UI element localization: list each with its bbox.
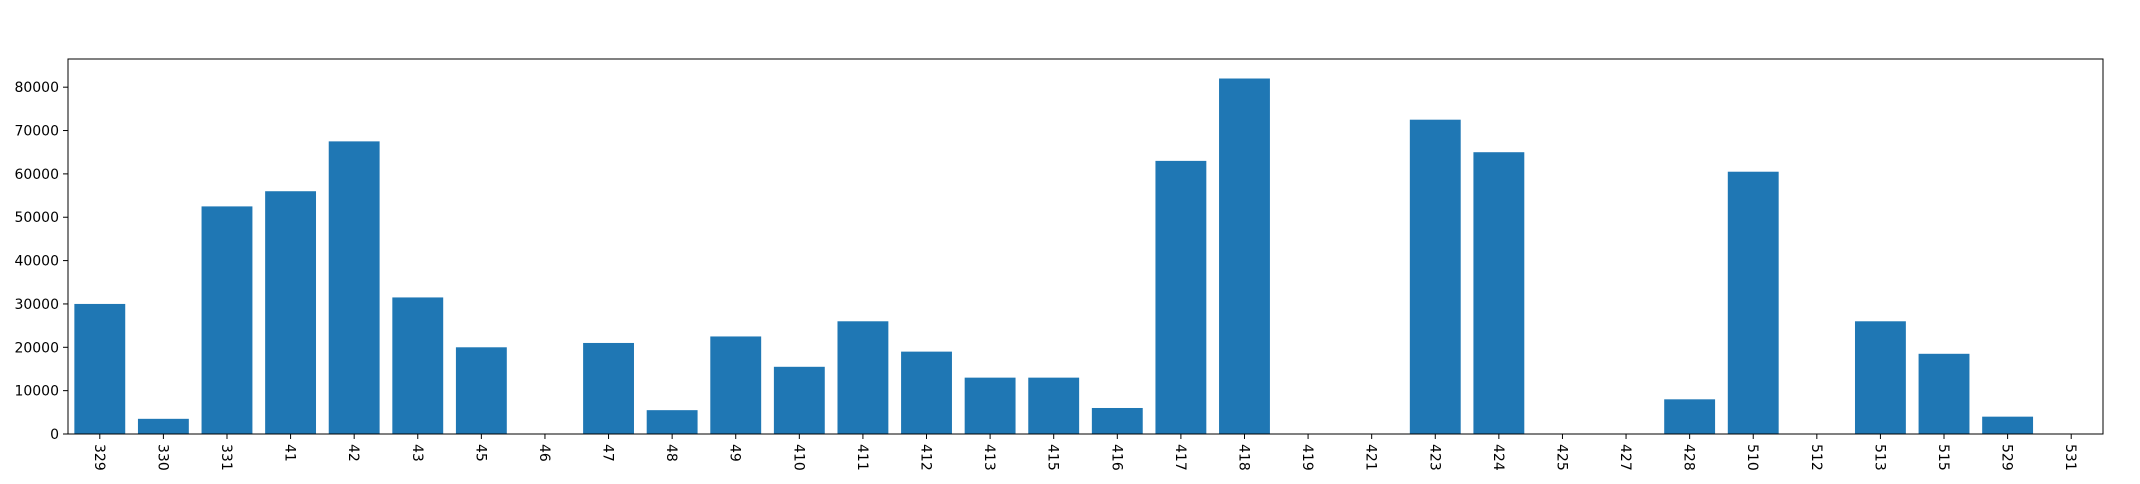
x-tick-label-415: 415	[1045, 444, 1061, 471]
bar-331	[201, 206, 253, 434]
bar-45	[455, 347, 507, 434]
x-tick-label-413: 413	[981, 444, 997, 471]
y-tick-label-30000: 30000	[14, 297, 59, 313]
bar-529	[1982, 416, 2034, 434]
x-tick-label-330: 330	[154, 444, 170, 471]
x-tick-label-418: 418	[1235, 444, 1251, 471]
x-tick-label-416: 416	[1108, 444, 1124, 471]
x-tick-label-411: 411	[854, 444, 870, 471]
bar-42	[328, 141, 380, 435]
x-tick-label-417: 417	[1172, 444, 1188, 471]
bar-412	[901, 351, 952, 434]
bar-417	[1155, 160, 1207, 435]
x-tick-label-329: 329	[91, 444, 107, 471]
bar-329	[74, 303, 126, 434]
x-tick-label-531: 531	[2062, 444, 2078, 471]
plot-frame	[67, 58, 2104, 435]
x-tick-label-47: 47	[600, 444, 616, 462]
x-tick-label-423: 423	[1426, 444, 1442, 471]
x-tick-label-513: 513	[1871, 444, 1887, 471]
x-tick-label-412: 412	[918, 444, 934, 471]
x-tick-label-331: 331	[218, 444, 234, 471]
x-tick-label-41: 41	[282, 444, 298, 462]
x-tick-label-427: 427	[1617, 444, 1633, 471]
y-tick-label-50000: 50000	[14, 210, 59, 226]
y-tick-label-20000: 20000	[14, 340, 59, 356]
x-tick-label-421: 421	[1363, 444, 1379, 471]
x-tick-label-424: 424	[1490, 444, 1506, 471]
bar-415	[1028, 377, 1080, 434]
bar-410	[773, 366, 825, 434]
bar-413	[964, 377, 1016, 434]
bar-515	[1918, 353, 1970, 434]
bar-418	[1219, 78, 1270, 434]
bar-41	[265, 191, 317, 434]
x-tick-label-512: 512	[1808, 444, 1824, 471]
x-tick-label-49: 49	[727, 444, 743, 462]
bar-510	[1727, 171, 1779, 434]
y-tick-label-40000: 40000	[14, 254, 59, 270]
x-tick-label-428: 428	[1681, 444, 1697, 471]
y-tick-label-10000: 10000	[14, 384, 59, 400]
x-tick-label-45: 45	[472, 444, 488, 462]
bar-513	[1854, 321, 1906, 434]
y-axis: 0 10000 20000 30000 40000 50000 60000 70000 8000…	[14, 80, 68, 443]
bar-49	[710, 336, 762, 434]
x-axis: 329 330 331 41 42 43 45 46 47 48 49 410 411 412 413 415…	[91, 434, 2078, 471]
x-tick-label-510: 510	[1744, 444, 1760, 471]
x-tick-label-419: 419	[1299, 444, 1315, 471]
bar-416	[1091, 407, 1143, 434]
bar-330	[137, 418, 189, 434]
y-tick-label-60000: 60000	[14, 167, 59, 183]
x-tick-label-410: 410	[790, 444, 806, 471]
bar-428	[1664, 399, 1716, 434]
bar-43	[392, 297, 444, 434]
y-tick-label-80000: 80000	[14, 80, 59, 96]
y-tick-label-70000: 70000	[14, 124, 59, 140]
x-tick-label-42: 42	[345, 444, 361, 462]
x-tick-label-48: 48	[663, 444, 679, 462]
bar-423	[1409, 119, 1461, 435]
bar-48	[646, 410, 698, 434]
bar-411	[837, 321, 889, 434]
x-tick-label-43: 43	[409, 444, 425, 462]
bar-47	[583, 342, 634, 434]
x-tick-label-529: 529	[1999, 444, 2015, 471]
x-tick-label-515: 515	[1935, 444, 1951, 471]
x-tick-label-46: 46	[536, 444, 552, 462]
bar-424	[1473, 152, 1525, 434]
x-tick-label-425: 425	[1553, 444, 1569, 471]
bars-layer	[74, 78, 2034, 435]
y-tick-label-0: 0	[50, 427, 59, 443]
